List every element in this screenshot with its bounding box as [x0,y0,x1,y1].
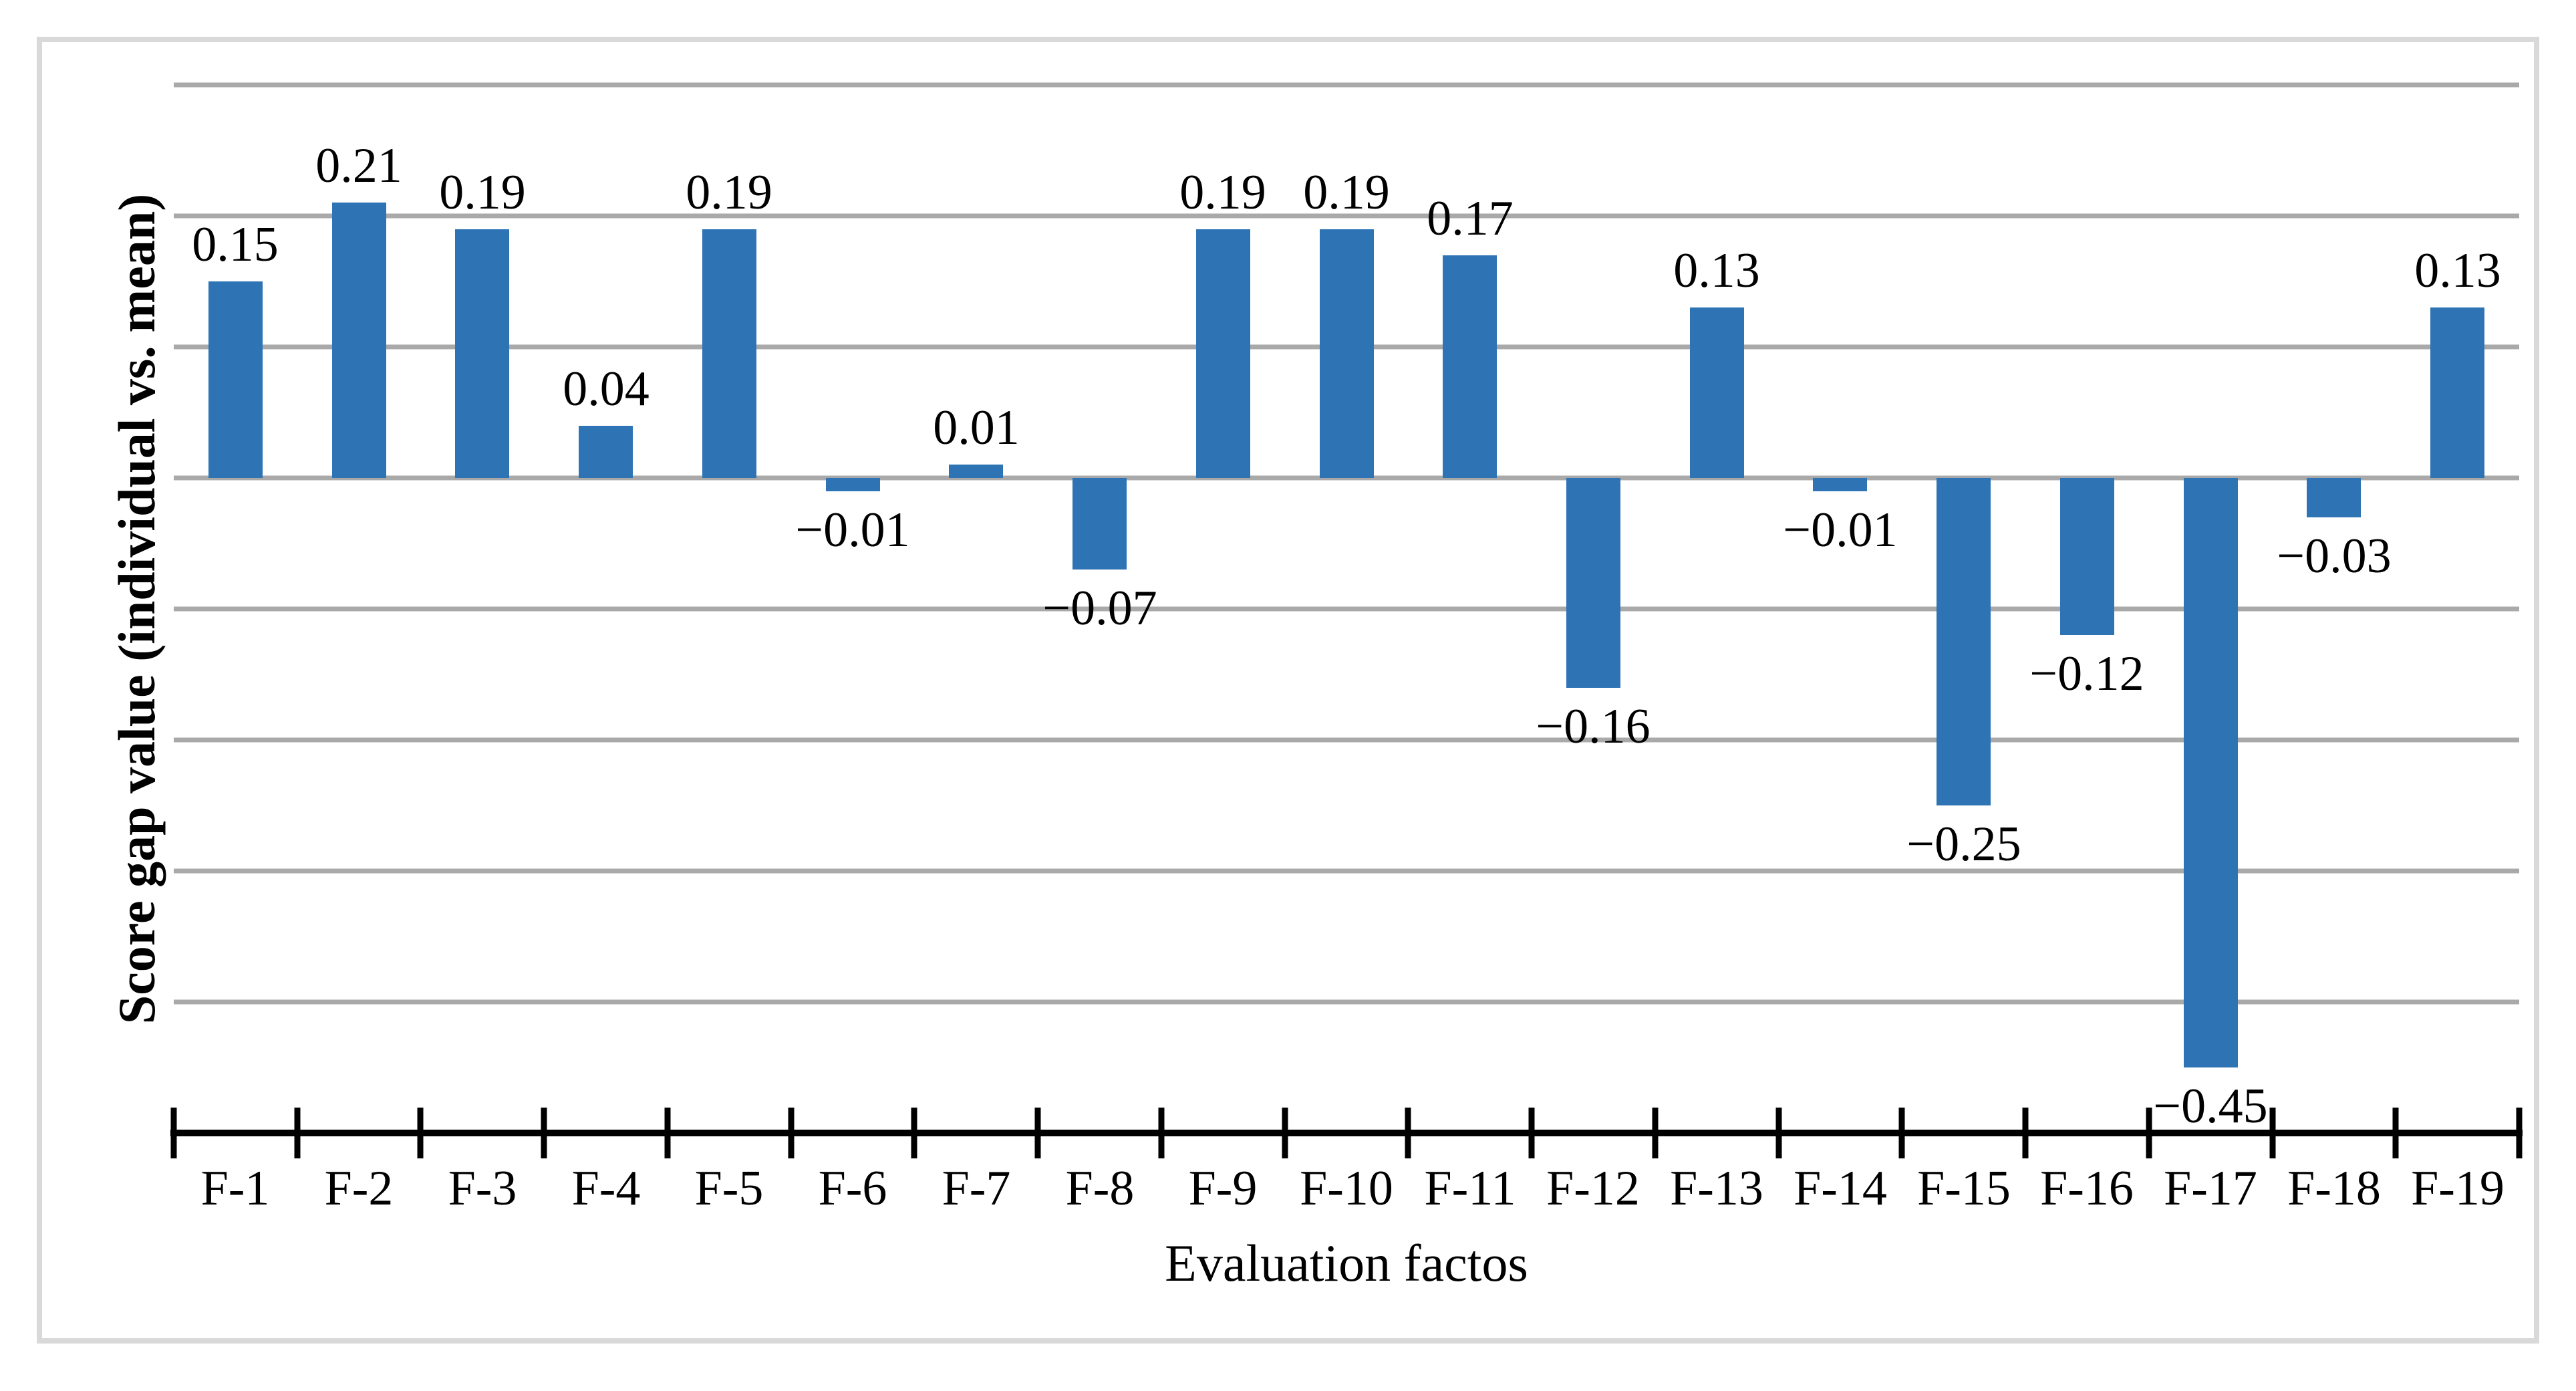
x-axis-tick [294,1108,301,1158]
x-category-label: F-10 [1300,1161,1393,1216]
grid-line [174,213,2519,219]
bar-value-label: −0.16 [1536,699,1651,754]
grid-line [174,606,2519,612]
bar-value-label: −0.03 [2277,529,2392,584]
bar [1937,478,1991,805]
x-axis-tick [2146,1108,2152,1158]
grid-line [174,475,2519,481]
bar [1690,307,1744,478]
bar [579,426,633,478]
x-category-label: F-1 [200,1161,270,1216]
x-axis-tick [1158,1108,1165,1158]
bar-value-label: 0.17 [1427,191,1514,246]
x-category-label: F-15 [1917,1161,2011,1216]
bar [1072,478,1127,570]
bar-value-label: 0.19 [1179,165,1266,220]
x-axis-tick [1405,1108,1411,1158]
bar [2060,478,2114,635]
x-axis-tick [1652,1108,1659,1158]
bar-value-label: 0.19 [1303,165,1390,220]
bar [826,478,880,491]
x-axis-tick [1528,1108,1535,1158]
x-category-label: F-11 [1424,1161,1516,1216]
x-category-label: F-8 [1065,1161,1135,1216]
x-axis-tick [1775,1108,1782,1158]
bar [1443,255,1497,478]
x-category-label: F-3 [448,1161,517,1216]
chart-border-frame [37,37,2539,1344]
bar [1813,478,1867,491]
bar-value-label: 0.13 [1673,243,1760,298]
x-axis-tick [170,1108,177,1158]
bar [2307,478,2361,517]
bar [332,203,386,478]
x-category-label: F-6 [818,1161,887,1216]
bar-value-label: 0.19 [686,165,772,220]
x-axis-tick [2269,1108,2276,1158]
plot-area: 0.15 0.21 0.19 0.04 0.19 −0.01 0.01 −0.07 0.19 0.… [170,82,2523,1158]
x-category-label: F-16 [2040,1161,2134,1216]
bar [1196,229,1250,478]
bar [949,465,1003,478]
x-category-label: F-14 [1794,1161,1887,1216]
bar-value-label: −0.01 [795,503,910,557]
grid-line [174,737,2519,743]
bar-value-label: 0.01 [933,400,1020,455]
x-axis-tick [788,1108,795,1158]
bar-value-label: −0.45 [2153,1079,2268,1134]
x-axis-tick [911,1108,917,1158]
x-category-label: F-9 [1188,1161,1258,1216]
bar-value-label: 0.21 [315,138,402,193]
grid-line [174,868,2519,874]
bar-value-label: 0.13 [2414,243,2501,298]
x-axis-tick [541,1108,547,1158]
x-category-label: F-5 [694,1161,764,1216]
bar-value-label: −0.01 [1783,503,1898,557]
x-category-label: F-13 [1670,1161,1763,1216]
bar [208,281,263,478]
x-axis-tick [2392,1108,2399,1158]
x-axis-tick [417,1108,424,1158]
x-axis-title: Evaluation factos [1165,1234,1528,1292]
grid-line [174,999,2519,1005]
bar [455,229,509,478]
x-category-label: F-2 [324,1161,394,1216]
bar [2184,478,2238,1067]
bar-value-label: −0.12 [2029,646,2144,701]
x-category-label: F-4 [571,1161,641,1216]
x-category-label: F-19 [2411,1161,2505,1216]
x-category-label: F-12 [1546,1161,1640,1216]
x-category-label: F-18 [2287,1161,2381,1216]
x-axis-tick [1282,1108,1288,1158]
bar [2430,307,2484,478]
y-axis-title: Score gap value (individual vs. mean) [108,193,166,1025]
bar [1320,229,1374,478]
grid-line [174,82,2519,88]
x-axis-tick [664,1108,671,1158]
bar-value-label: −0.07 [1042,581,1157,636]
bar-value-label: 0.19 [439,165,526,220]
bar-value-label: 0.15 [192,217,279,272]
x-category-label: F-7 [942,1161,1011,1216]
bar [1566,478,1620,688]
bar-value-label: −0.25 [1906,817,2021,872]
x-axis-tick [1898,1108,1905,1158]
x-axis-tick [2516,1108,2523,1158]
x-axis-line [170,1130,2523,1136]
bar [702,229,756,478]
bar-value-label: 0.04 [563,362,650,416]
x-axis-tick [1034,1108,1041,1158]
x-axis-tick [2022,1108,2029,1158]
x-category-label: F-17 [2164,1161,2257,1216]
